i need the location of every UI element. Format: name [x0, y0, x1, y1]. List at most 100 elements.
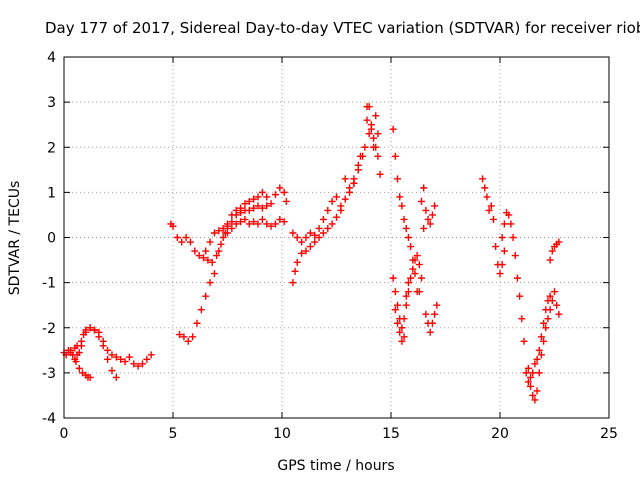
- data-point: [306, 243, 314, 251]
- data-point: [487, 202, 495, 210]
- data-point: [424, 215, 432, 223]
- data-point: [298, 249, 306, 257]
- data-point: [250, 204, 258, 212]
- data-point: [513, 274, 521, 282]
- series-s14: [418, 184, 439, 228]
- data-point: [431, 202, 439, 210]
- data-point: [241, 215, 249, 223]
- data-point: [75, 364, 83, 372]
- data-point: [496, 270, 504, 278]
- data-point: [391, 288, 399, 296]
- data-point: [182, 234, 190, 241]
- data-point: [86, 373, 94, 381]
- data-point: [138, 360, 146, 368]
- data-point: [516, 292, 524, 300]
- data-point: [99, 337, 107, 345]
- y-tick-label: 2: [47, 140, 56, 156]
- data-point: [555, 310, 563, 318]
- y-tick-label: -3: [42, 366, 56, 382]
- data-point: [258, 215, 266, 223]
- data-point: [306, 229, 314, 237]
- data-point: [524, 378, 532, 386]
- data-point: [224, 229, 231, 237]
- data-point: [372, 112, 380, 120]
- data-point: [531, 360, 539, 368]
- data-point: [237, 218, 245, 226]
- data-point: [280, 188, 288, 196]
- series-s17: [498, 209, 528, 345]
- data-point: [263, 220, 271, 228]
- data-point: [542, 324, 550, 332]
- data-point: [147, 351, 155, 359]
- data-point: [409, 265, 417, 273]
- data-point: [500, 247, 508, 255]
- data-point: [130, 360, 138, 368]
- data-point: [546, 292, 554, 300]
- data-point: [206, 238, 214, 246]
- data-point: [333, 193, 340, 201]
- data-point: [108, 367, 116, 375]
- data-point: [418, 197, 426, 205]
- data-point: [489, 215, 497, 223]
- data-point: [483, 193, 491, 201]
- data-point: [176, 331, 184, 339]
- data-point: [204, 256, 212, 264]
- data-point: [245, 220, 253, 228]
- data-point: [518, 315, 526, 323]
- data-point: [267, 200, 275, 208]
- data-point: [356, 152, 364, 160]
- data-point: [104, 346, 112, 354]
- series-s18: [522, 288, 563, 404]
- data-point: [400, 333, 408, 341]
- data-point: [210, 229, 218, 237]
- data-point: [82, 328, 90, 336]
- data-point: [394, 175, 402, 183]
- series-s12: [389, 252, 423, 341]
- data-point: [527, 382, 535, 390]
- data-point: [374, 152, 382, 160]
- data-point: [422, 206, 430, 214]
- series-s2: [62, 324, 120, 381]
- data-point: [531, 396, 539, 404]
- data-point: [73, 351, 81, 359]
- data-point: [217, 240, 225, 248]
- data-point: [481, 184, 489, 192]
- data-point: [319, 229, 327, 237]
- data-point: [537, 351, 545, 359]
- data-point: [418, 274, 426, 282]
- data-point: [540, 319, 548, 327]
- data-point: [254, 220, 262, 228]
- x-tick-label: 25: [600, 426, 618, 442]
- data-point: [544, 297, 552, 305]
- data-point: [394, 301, 402, 309]
- data-point: [402, 301, 410, 309]
- data-point: [479, 175, 487, 183]
- data-point: [271, 220, 279, 228]
- data-point: [91, 326, 99, 334]
- data-point: [367, 125, 375, 133]
- data-point: [346, 188, 354, 196]
- data-point: [363, 116, 371, 124]
- data-point: [535, 346, 543, 354]
- data-point: [411, 256, 419, 264]
- data-point: [422, 310, 430, 318]
- data-points: [60, 103, 563, 404]
- x-axis-label: GPS time / hours: [277, 458, 394, 474]
- data-point: [263, 202, 271, 210]
- data-point: [112, 373, 120, 381]
- data-point: [498, 234, 506, 241]
- data-point: [485, 206, 493, 214]
- data-point: [527, 373, 535, 381]
- data-point: [529, 391, 537, 399]
- data-point: [232, 220, 240, 228]
- data-point: [370, 134, 378, 142]
- series-s11: [389, 125, 428, 296]
- data-point: [289, 279, 297, 287]
- data-point: [77, 342, 85, 350]
- data-point: [428, 319, 436, 327]
- data-point: [324, 206, 332, 214]
- y-tick-label: 0: [47, 231, 56, 247]
- data-point: [224, 220, 231, 228]
- data-point: [535, 369, 543, 377]
